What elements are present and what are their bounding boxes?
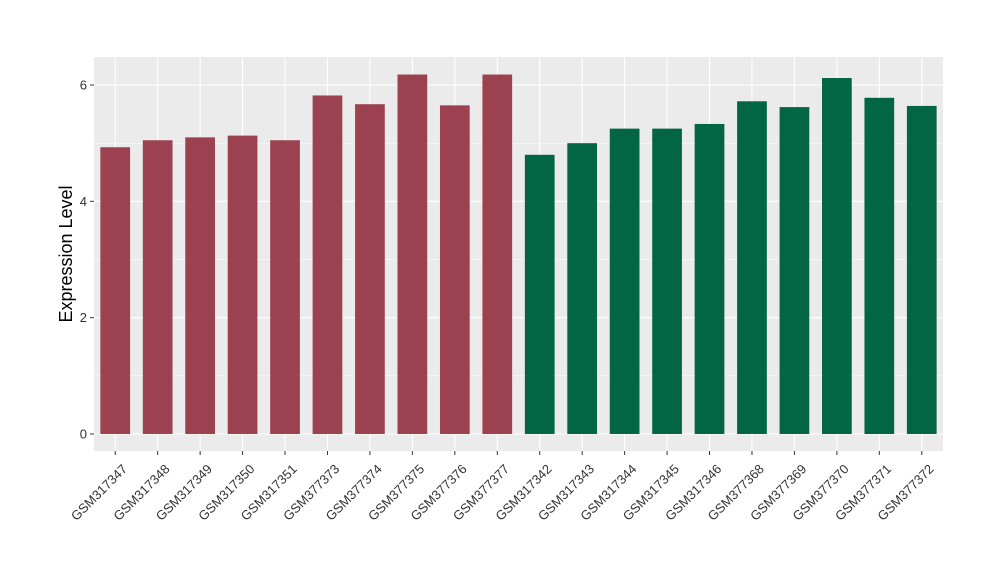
x-axis: GSM317347GSM317348GSM317349GSM317350GSM3… [68, 451, 937, 524]
bar-gsm377374 [355, 104, 385, 434]
bar-gsm317349 [185, 137, 215, 434]
bar-gsm377373 [312, 95, 343, 434]
bar-gsm377372 [906, 105, 937, 434]
bar-gsm317343 [567, 143, 598, 434]
bar-gsm317350 [227, 135, 258, 435]
bar-gsm317347 [100, 147, 131, 434]
bar-gsm377371 [864, 97, 895, 435]
bar-gsm377369 [779, 107, 810, 434]
plot-panel [94, 57, 943, 451]
y-tick-label: 6 [80, 78, 87, 93]
y-axis: 0 2 4 6 [80, 78, 94, 442]
bar-gsm377368 [737, 101, 767, 434]
bar-gsm317351 [270, 140, 300, 434]
bars [100, 74, 937, 435]
bar-gsm317346 [694, 123, 725, 434]
bar-gsm377375 [397, 74, 428, 434]
bar-gsm317348 [142, 140, 173, 434]
y-tick-label: 0 [80, 427, 87, 442]
bar-gsm317344 [609, 128, 640, 434]
bar-gsm377377 [482, 74, 513, 434]
bar-gsm377370 [822, 78, 852, 435]
bar-gsm377376 [439, 105, 470, 434]
bar-gsm317342 [524, 154, 555, 435]
y-tick-label: 2 [80, 310, 87, 325]
y-tick-label: 4 [80, 194, 87, 209]
y-axis-title: Expression Level [56, 185, 76, 322]
bar-gsm317345 [652, 128, 682, 434]
